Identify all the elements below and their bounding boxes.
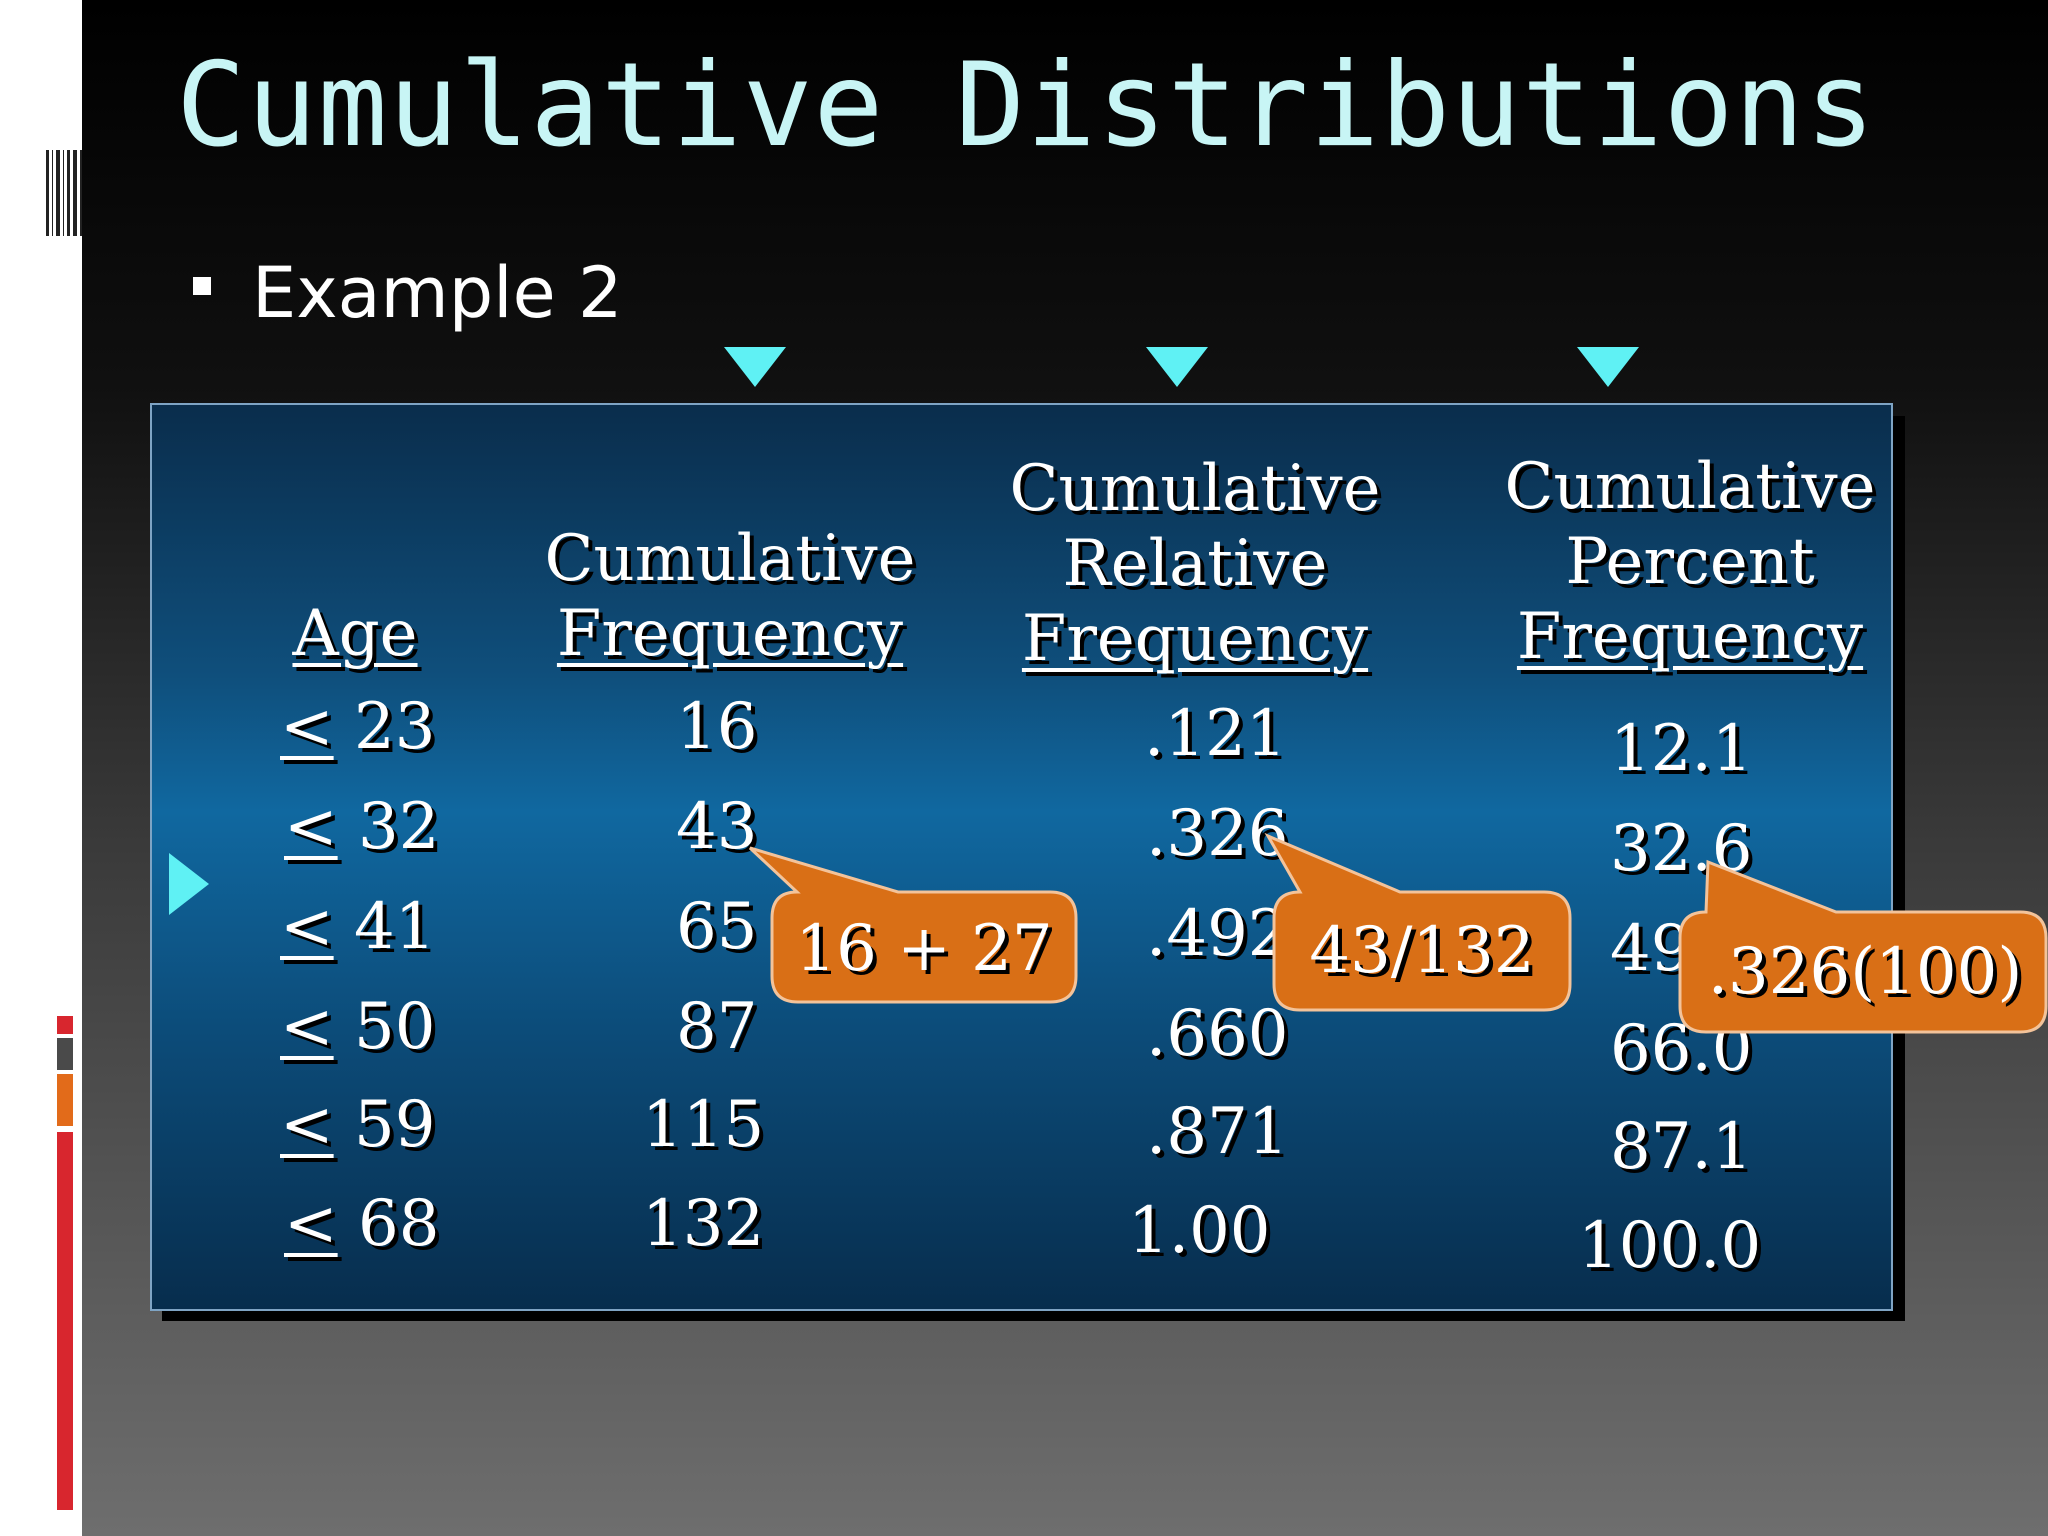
rel-cell: .326 xyxy=(1146,797,1289,871)
slide-title: Cumulative Distributions xyxy=(176,38,1877,173)
pointer-triangle-pct xyxy=(1577,347,1639,387)
header-cumulative-relative-frequency: Cumulative Relative Frequency xyxy=(1009,452,1381,676)
bullet-text: Example 2 xyxy=(252,252,623,334)
age-cell: < 32 xyxy=(284,790,440,864)
header-age: Age xyxy=(292,597,418,671)
rel-cell: .121 xyxy=(1144,697,1287,771)
decor-stripe-gray xyxy=(57,1038,73,1070)
callout-rel-text: 43/132 xyxy=(1309,914,1535,988)
rel-cell: .492 xyxy=(1146,897,1289,971)
barcode-decoration xyxy=(46,150,83,236)
age-cell: < 41 xyxy=(280,890,436,964)
rel-cell: .871 xyxy=(1146,1095,1289,1169)
pct-cell: 87.1 xyxy=(1610,1110,1753,1184)
callout-freq-text: 16 + 27 xyxy=(795,912,1053,986)
freq-cell: 65 xyxy=(676,890,758,964)
bullet-marker xyxy=(193,277,211,295)
decor-stripe-orange xyxy=(57,1074,73,1126)
row-pointer-triangle xyxy=(169,853,209,915)
table-panel xyxy=(150,403,1893,1311)
pct-cell: 12.1 xyxy=(1610,712,1753,786)
decor-stripe-red-top xyxy=(57,1016,73,1034)
rel-cell: .660 xyxy=(1146,997,1289,1071)
pointer-triangle-freq xyxy=(724,347,786,387)
freq-cell: 115 xyxy=(642,1088,765,1162)
age-cell: < 50 xyxy=(280,990,436,1064)
freq-cell: 16 xyxy=(676,690,758,764)
pointer-triangle-rel xyxy=(1146,347,1208,387)
header-cumulative-frequency: Cumulative Frequency xyxy=(544,522,916,671)
decor-stripe-red xyxy=(57,1132,73,1510)
freq-cell: 43 xyxy=(676,790,758,864)
pct-cell: 100.0 xyxy=(1578,1209,1762,1283)
header-cumulative-percent-frequency: Cumulative Percent Frequency xyxy=(1504,450,1876,674)
rel-cell: 1.00 xyxy=(1128,1194,1271,1268)
freq-cell: 87 xyxy=(676,990,758,1064)
freq-cell: 132 xyxy=(642,1187,765,1261)
age-cell: < 68 xyxy=(284,1187,440,1261)
age-cell: < 23 xyxy=(280,690,436,764)
age-cell: < 59 xyxy=(280,1088,436,1162)
callout-pct-text: .326(100) xyxy=(1707,935,2023,1009)
